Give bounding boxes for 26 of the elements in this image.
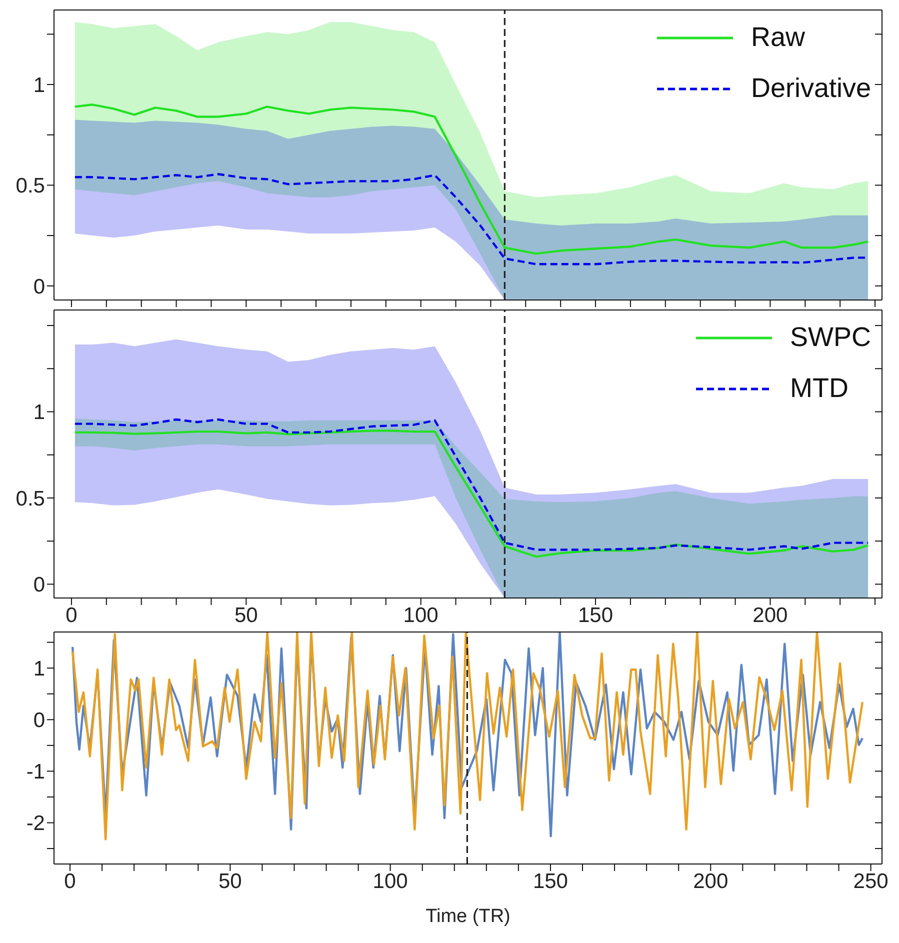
x-tick-label: 150 (532, 870, 568, 893)
x-axis-title: Time (TR) (426, 906, 510, 927)
y-tick-label: 1 (33, 401, 45, 424)
x-tick-label: 250 (853, 870, 888, 893)
y-tick-label: 0 (33, 574, 45, 597)
legend-label: MTD (790, 373, 848, 404)
y-tick-label: -2 (26, 812, 45, 836)
y-tick-label: -1 (26, 760, 45, 784)
x-tick-label: 50 (218, 870, 242, 893)
legend-label: SWPC (790, 322, 871, 353)
x-tick-label: 150 (578, 604, 614, 627)
x-tick-label: 200 (693, 870, 728, 893)
legend-label: Derivative (750, 73, 871, 104)
y-tick-label: 0.5 (16, 487, 45, 510)
y-tick-label: 1 (33, 658, 45, 681)
x-tick-label: 50 (234, 604, 258, 627)
x-tick-label: 200 (752, 604, 788, 627)
x-tick-label: 100 (403, 604, 438, 627)
x-tick-label: 100 (372, 870, 408, 893)
legend-label: Raw (750, 22, 805, 53)
x-tick-label: 0 (66, 604, 78, 627)
y-tick-label: 0 (33, 709, 45, 732)
y-tick-label: 0 (33, 275, 45, 298)
y-tick-label: 1 (33, 74, 45, 97)
y-tick-label: 0.5 (16, 174, 45, 198)
x-tick-label: 0 (64, 870, 76, 893)
